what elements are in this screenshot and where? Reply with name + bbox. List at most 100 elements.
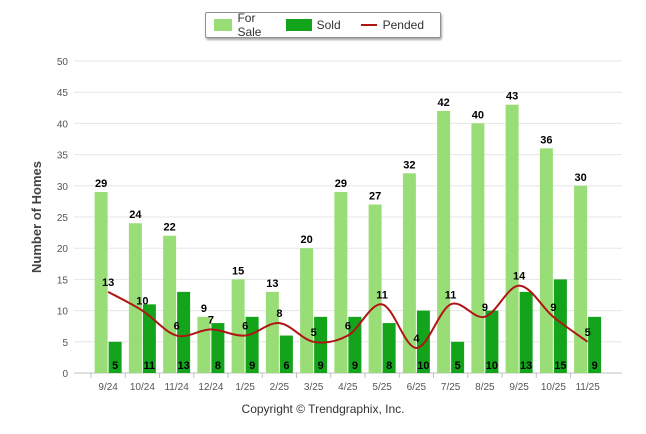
bar-for-sale bbox=[334, 192, 348, 373]
bar-sold bbox=[348, 316, 362, 373]
x-tick-label: 11/24 bbox=[164, 382, 189, 393]
bar-sold bbox=[382, 323, 396, 373]
y-tick-label: 45 bbox=[57, 88, 69, 99]
legend-swatch-for-sale bbox=[214, 19, 233, 31]
data-label-sold: 13 bbox=[178, 360, 190, 372]
bar-sold bbox=[553, 279, 567, 373]
x-tick-label: 10/24 bbox=[130, 382, 155, 393]
data-label-sold: 8 bbox=[215, 360, 221, 372]
bar-for-sale bbox=[402, 173, 416, 373]
y-tick-label: 25 bbox=[57, 213, 69, 224]
bar-for-sale bbox=[574, 185, 588, 373]
data-label-for-sale: 32 bbox=[403, 159, 415, 171]
data-label-for-sale: 29 bbox=[95, 178, 107, 190]
bar-sold bbox=[142, 304, 156, 373]
legend-item-pended[interactable]: Pended bbox=[357, 18, 424, 32]
x-tick-label: 11/25 bbox=[575, 382, 600, 393]
data-label-for-sale: 9 bbox=[201, 303, 207, 315]
y-tick-label: 5 bbox=[62, 338, 68, 349]
chart-legend: For Sale Sold Pended bbox=[205, 11, 441, 39]
data-label-pended: 5 bbox=[311, 327, 317, 339]
y-tick-label: 0 bbox=[62, 369, 68, 380]
y-tick-label: 30 bbox=[57, 182, 69, 193]
data-label-pended: 6 bbox=[242, 321, 248, 333]
data-label-pended: 5 bbox=[585, 327, 591, 339]
data-label-sold: 9 bbox=[318, 360, 324, 372]
bar-sold bbox=[588, 316, 602, 373]
data-label-pended: 10 bbox=[136, 296, 148, 308]
line-pended bbox=[107, 284, 589, 350]
data-label-sold: 15 bbox=[554, 360, 566, 372]
x-tick-label: 6/25 bbox=[407, 382, 427, 393]
bar-for-sale bbox=[437, 110, 451, 374]
data-label-sold: 9 bbox=[352, 360, 358, 372]
data-label-sold: 6 bbox=[283, 360, 289, 372]
bar-for-sale bbox=[368, 204, 382, 373]
y-axis-label: Number of Homes bbox=[29, 161, 44, 273]
x-tick-label: 9/24 bbox=[98, 382, 118, 393]
y-tick-label: 20 bbox=[57, 244, 69, 255]
data-label-for-sale: 30 bbox=[575, 172, 587, 184]
data-label-sold: 10 bbox=[417, 360, 429, 372]
data-label-pended: 6 bbox=[174, 321, 180, 333]
bar-sold bbox=[416, 310, 430, 373]
copyright-notice: Copyright © Trendgraphix, Inc. bbox=[241, 402, 405, 416]
bar-sold bbox=[314, 316, 328, 373]
data-label-sold: 9 bbox=[249, 360, 255, 372]
data-label-sold: 9 bbox=[592, 360, 598, 372]
data-label-sold: 11 bbox=[144, 360, 156, 372]
y-tick-label: 50 bbox=[57, 57, 69, 68]
data-label-pended: 14 bbox=[513, 271, 526, 283]
bar-sold bbox=[177, 291, 191, 373]
data-label-sold: 13 bbox=[520, 360, 532, 372]
legend-label-sold: Sold bbox=[316, 18, 341, 32]
bar-sold bbox=[279, 335, 293, 373]
x-tick-label: 8/25 bbox=[475, 382, 495, 393]
legend-item-sold[interactable]: Sold bbox=[285, 18, 341, 32]
bar-for-sale bbox=[231, 279, 245, 373]
bar-sold bbox=[211, 323, 225, 373]
data-label-pended: 11 bbox=[376, 289, 388, 301]
legend-label-pended: Pended bbox=[382, 18, 424, 32]
data-label-for-sale: 43 bbox=[506, 91, 518, 103]
data-label-pended: 13 bbox=[102, 277, 114, 289]
bar-sold bbox=[485, 310, 499, 373]
x-tick-label: 12/24 bbox=[198, 382, 223, 393]
x-tick-label: 7/25 bbox=[441, 382, 461, 393]
data-label-for-sale: 40 bbox=[472, 109, 484, 121]
data-label-sold: 8 bbox=[386, 360, 392, 372]
data-label-pended: 4 bbox=[413, 333, 420, 345]
data-label-pended: 6 bbox=[345, 321, 351, 333]
bar-for-sale bbox=[163, 235, 177, 373]
bar-for-sale bbox=[128, 223, 142, 373]
data-label-for-sale: 36 bbox=[540, 134, 552, 146]
y-tick-label: 40 bbox=[57, 119, 69, 130]
legend-item-for-sale[interactable]: For Sale bbox=[214, 11, 270, 39]
data-label-sold: 10 bbox=[486, 360, 498, 372]
x-tick-label: 9/25 bbox=[509, 382, 529, 393]
bar-for-sale bbox=[300, 248, 314, 373]
data-label-for-sale: 20 bbox=[301, 234, 313, 246]
data-label-for-sale: 22 bbox=[164, 222, 176, 234]
bar-sold bbox=[451, 341, 465, 373]
data-label-pended: 9 bbox=[550, 302, 556, 314]
x-tick-label: 4/25 bbox=[338, 382, 358, 393]
bar-sold bbox=[245, 316, 259, 373]
data-label-pended: 11 bbox=[445, 289, 457, 301]
bar-sold bbox=[519, 291, 533, 373]
data-label-pended: 7 bbox=[208, 314, 214, 326]
y-tick-label: 35 bbox=[57, 151, 69, 162]
data-label-pended: 9 bbox=[482, 302, 488, 314]
legend-swatch-pended bbox=[360, 24, 377, 26]
data-label-for-sale: 27 bbox=[369, 191, 381, 203]
legend-label-for-sale: For Sale bbox=[237, 11, 262, 39]
x-tick-label: 10/25 bbox=[541, 382, 566, 393]
data-label-sold: 5 bbox=[455, 360, 461, 372]
bar-for-sale bbox=[265, 291, 279, 373]
data-label-for-sale: 13 bbox=[266, 278, 278, 290]
data-label-for-sale: 15 bbox=[232, 265, 244, 277]
bar-for-sale bbox=[94, 192, 108, 373]
legend-swatch-sold bbox=[285, 19, 312, 31]
bar-for-sale bbox=[505, 104, 519, 374]
